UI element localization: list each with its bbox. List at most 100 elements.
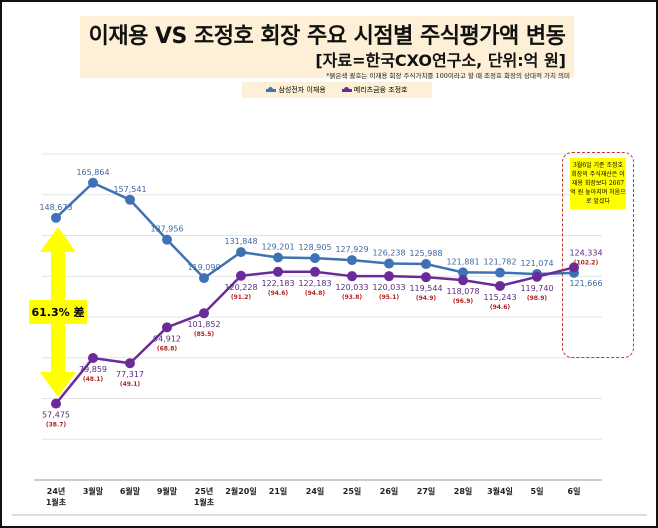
data-label: 121,666 [569,279,602,288]
legend-marker-icon [341,86,352,92]
relative-value-label: (94.9) [416,295,437,302]
data-label: 129,201 [261,243,294,252]
data-label: 124,334 [569,248,602,257]
data-label: 121,881 [446,257,479,266]
data-label: 79,859 [79,365,107,374]
data-point [458,275,468,286]
relative-value-label: (38.7) [46,422,67,429]
data-point [125,358,135,369]
data-label: 119,740 [520,284,553,293]
data-label: 131,848 [224,237,257,246]
data-point [162,234,172,245]
data-label: 122,183 [298,279,331,288]
x-tick-label: 28일 [454,486,473,496]
data-point [384,258,394,269]
data-label: 148,673 [39,203,72,212]
data-point [495,267,505,278]
x-tick-label: 24일 [306,486,325,496]
data-label: 137,956 [150,225,183,234]
relative-value-label: (96.9) [453,298,474,305]
data-point [421,272,431,283]
data-label: 165,864 [76,168,109,177]
x-tick-label: 26일 [380,486,399,496]
data-label: 118,078 [446,287,479,296]
relative-value-label: (94.8) [305,290,326,297]
x-tick-label: 3월4일 [487,486,513,496]
data-point [51,398,61,409]
annotation-text: 3월6일 기준 조정호 회장의 주식재산은 이재용 회장보다 2667억 원 높… [570,158,626,209]
relative-value-label: (49.1) [120,381,141,388]
data-point [421,259,431,270]
x-tick-label: 25일 [343,486,362,496]
data-label: 121,782 [483,258,516,267]
data-label: 119,099 [187,263,220,272]
relative-value-label: (102.2) [574,259,599,266]
legend-item-lee: 삼성전자 이재용 [266,85,326,95]
data-point [310,266,320,277]
legend-label: 삼성전자 이재용 [278,86,326,94]
data-label: 126,238 [372,249,405,258]
gap-label: 61.3% 差 [29,300,87,324]
data-point [88,177,98,188]
x-tick-label: 21일 [269,486,288,496]
data-label: 77,317 [116,370,144,379]
relative-value-label: (95.1) [379,294,400,301]
data-label: 125,988 [409,249,442,258]
data-label: 94,912 [153,334,181,343]
relative-value-label: (91.2) [231,294,252,301]
data-label: 128,905 [298,243,331,252]
data-point [199,273,209,284]
data-label: 101,852 [187,320,220,329]
x-tick-label: 1월초 [46,497,67,507]
x-tick-label: 9월말 [157,486,178,496]
relative-value-label: (98.9) [527,295,548,302]
chart-title: 이재용 VS 조정호 회장 주요 시점별 주식평가액 변동 [88,24,566,49]
data-point [273,252,283,263]
data-point [495,280,505,291]
data-label: 115,243 [483,293,516,302]
data-point [88,353,98,364]
chart-note: *붉은색 괄호는 이재용 회장 주식가치를 100이라고 할 때 조정호 회장의… [326,72,570,80]
data-label: 57,475 [42,411,70,420]
data-point [310,253,320,264]
legend-marker-icon [266,86,277,92]
title-band: 이재용 VS 조정호 회장 주요 시점별 주식평가액 변동 [자료=한국CXO연… [80,16,574,80]
chart-source: [자료=한국CXO연구소, 단위:억 원] [315,51,566,70]
data-label: 122,183 [261,279,294,288]
data-point [347,255,357,266]
x-tick-label: 27일 [417,486,436,496]
legend: 삼성전자 이재용 메리츠금융 조정호 [242,82,432,98]
legend-label: 메리츠금융 조정호 [353,86,408,94]
x-tick-label: 1월초 [194,497,215,507]
data-point [532,271,542,282]
data-point [273,266,283,277]
data-point [51,212,61,223]
legend-item-cho: 메리츠금융 조정호 [341,85,408,95]
data-point [125,194,135,205]
relative-value-label: (68.8) [157,345,178,352]
x-tick-label: 25년 [195,486,214,496]
data-label: 120,033 [372,283,405,292]
relative-value-label: (85.5) [194,331,215,338]
data-label: 127,929 [335,245,368,254]
data-point [236,270,246,281]
data-point [236,247,246,258]
data-point [162,322,172,333]
data-label: 120,033 [335,283,368,292]
x-tick-label: 24년 [47,486,66,496]
data-label: 157,541 [113,185,146,194]
data-point [347,271,357,282]
data-point [569,262,579,273]
x-tick-label: 6일 [568,486,581,496]
relative-value-label: (94.6) [268,290,289,297]
x-tick-label: 6월말 [120,486,141,496]
data-label: 121,074 [520,259,553,268]
data-point [458,267,468,278]
data-point [199,308,209,319]
data-point [384,271,394,282]
data-label: 119,544 [409,284,442,293]
x-tick-label: 2월20일 [225,486,256,496]
x-tick-label: 3월말 [83,486,104,496]
